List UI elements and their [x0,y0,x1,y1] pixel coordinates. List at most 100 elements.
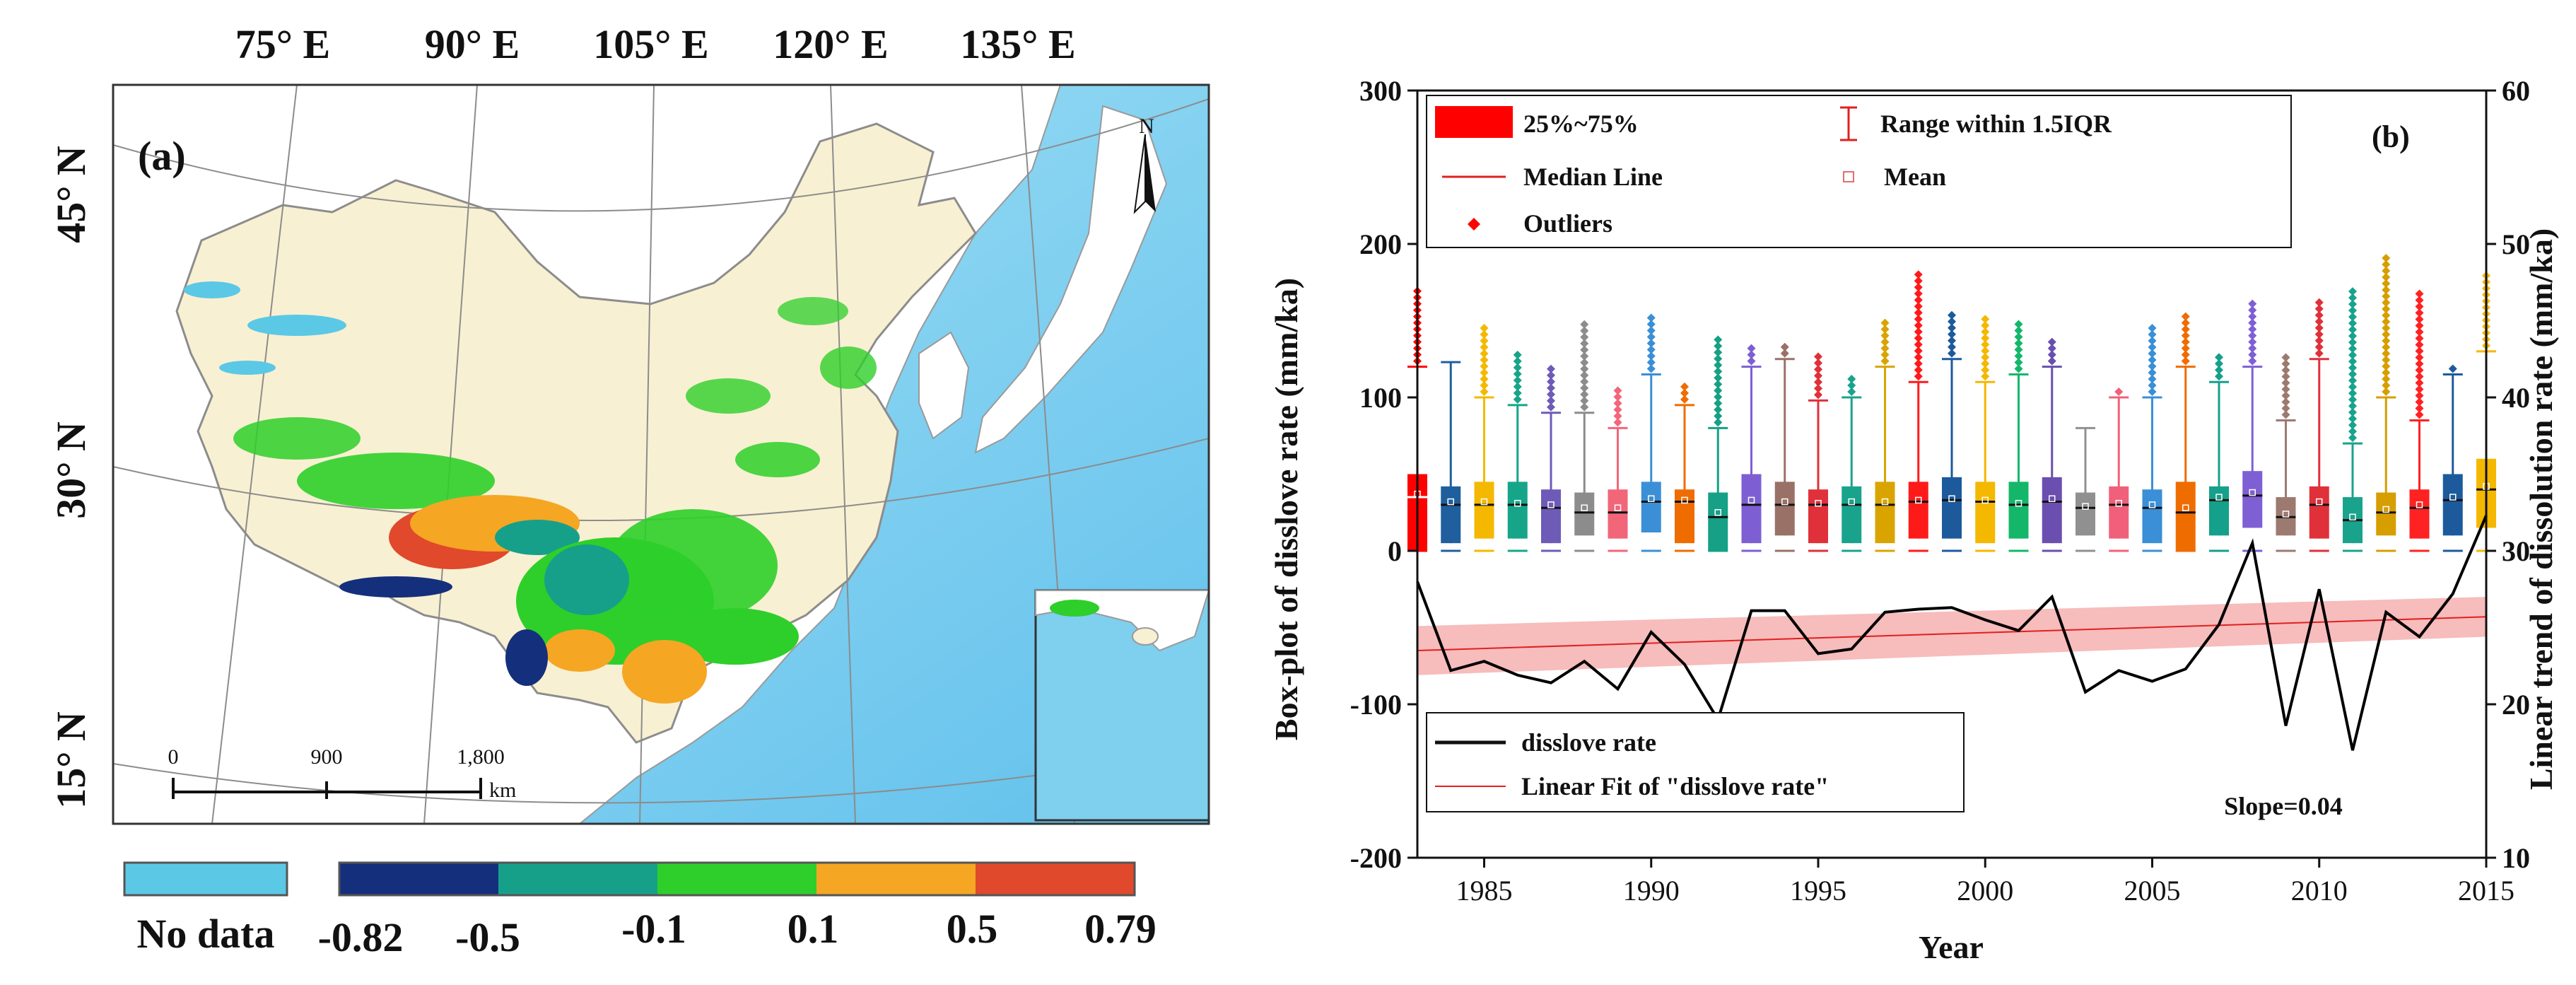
outlier-2005 [2148,343,2157,351]
outlier-1990 [1646,320,1656,329]
box-iqr-2014 [2442,474,2463,536]
outlier-2011 [2348,332,2357,341]
outlier-2011 [2348,319,2357,328]
box-iqr-1995 [1808,489,1828,544]
legend-swatch-3 [816,863,976,895]
outlier-2000 [1981,353,1990,362]
legend-median-label: Median Line [1523,163,1663,191]
outlier-1992 [1714,361,1723,370]
outlier-2007 [2215,359,2223,368]
outlier-1995 [1814,371,1822,380]
legend-box-swatch [1435,106,1513,138]
outlier-2005 [2148,337,2157,345]
y-left-tick-label--100: -100 [1350,689,1402,721]
box-2007 [2209,353,2229,552]
outlier-2012 [2382,375,2391,383]
outlier-2009 [2281,410,2290,419]
outlier-1985 [1480,343,1489,351]
outlier-1992 [1714,342,1723,351]
box-2005 [2142,324,2162,552]
legend-swatch-0 [339,863,498,895]
lon-label-75: 75° E [235,21,330,67]
outlier-2006 [2181,331,2190,340]
scale-bar: 0 900 1,800 km [168,745,517,802]
outlier-2011 [2348,408,2357,417]
outlier-1992 [1714,412,1723,421]
outlier-2009 [2281,359,2290,368]
outlier-2013 [2415,340,2424,349]
box-2000 [1975,315,1996,552]
outlier-1995 [1814,390,1822,400]
lon-label-135: 135° E [960,21,1075,67]
outlier-2013 [2415,410,2424,419]
box-mean-2003 [2082,503,2089,510]
box-iqr-2001 [2008,482,2029,539]
outlier-1992 [1714,373,1723,383]
outlier-1990 [1646,313,1656,322]
scale-unit: km [489,779,516,802]
outlier-2012 [2382,337,2391,345]
map-frame [112,83,1210,825]
legend-line-label: disslove rate [1521,728,1656,757]
box-iqr-1997 [1875,482,1895,544]
outlier-1998 [1914,270,1923,279]
outlier-2011 [2348,357,2357,366]
outlier-1988 [1580,332,1589,342]
outlier-2011 [2348,300,2357,309]
outlier-1988 [1580,371,1589,380]
legend-break-2: -0.1 [621,906,686,952]
outlier-1996 [1847,387,1856,396]
outlier-2008 [2248,350,2257,359]
box-iqr-1991 [1675,489,1694,544]
outlier-2006 [2181,337,2190,346]
box-iqr-1994 [1774,482,1795,536]
outlier-1987 [1547,364,1555,373]
box-1994 [1774,342,1795,552]
x-tick-label-1985: 1985 [1456,875,1513,907]
outlier-1999 [1948,336,1956,345]
box-iqr-2007 [2209,486,2229,536]
outlier-2012 [2382,317,2391,326]
outlier-1986 [1513,350,1522,359]
outlier-2009 [2281,404,2290,413]
outlier-2011 [2348,306,2357,315]
y-axis-left: -200 -100 0 100 200 300 [1350,75,1417,874]
box-iqr-2008 [2242,471,2263,528]
x-axis: 1985 1990 1995 2000 2005 2010 2015 [1456,858,2514,907]
outlier-2012 [2382,330,2391,339]
outlier-2013 [2415,346,2424,356]
outlier-1995 [1814,365,1822,374]
x-tick-label-1990: 1990 [1623,875,1680,907]
outlier-2000 [1981,346,1990,356]
x-tick-label-2005: 2005 [2124,875,2181,907]
outlier-2011 [2348,414,2357,424]
y-right-tick-label-10: 10 [2502,842,2530,874]
outlier-2013 [2415,334,2424,343]
outlier-1998 [1914,340,1923,349]
outlier-2009 [2281,378,2290,387]
outlier-1986 [1513,395,1522,404]
outlier-2002 [2047,344,2056,353]
box-iqr-2010 [2309,486,2329,539]
box-1997 [1875,318,1895,552]
legend-top: 25%~75% Range within 1.5IQR Median Line … [1426,95,2292,248]
lon-label-105: 105° E [593,21,708,67]
box-iqr-1984 [1441,486,1461,544]
box-1995 [1808,352,1828,552]
outlier-1985 [1480,330,1489,339]
outlier-1989 [1613,418,1622,427]
legend-range-icon [1840,106,1857,141]
box-1992 [1708,335,1728,552]
outlier-2010 [2314,330,2324,339]
outlier-2006 [2181,356,2190,366]
outlier-1988 [1580,396,1589,405]
outlier-2012 [2382,305,2391,313]
outlier-2005 [2148,381,2157,390]
box-2006 [2175,312,2196,552]
outlier-2008 [2248,312,2257,321]
box-iqr-2002 [2042,477,2062,544]
box-mean-1994 [1781,498,1788,506]
outlier-2011 [2348,427,2357,436]
map-data-patches [184,281,877,704]
outlier-2012 [2382,286,2391,294]
